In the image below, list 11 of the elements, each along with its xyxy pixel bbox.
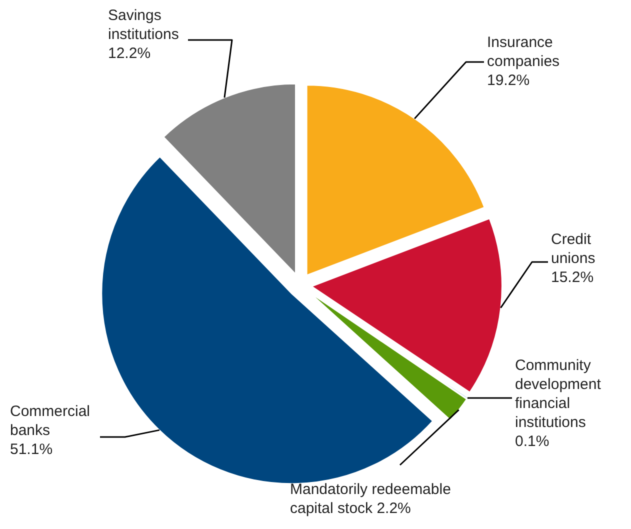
data-label: 19.2% <box>487 72 530 89</box>
slice-label: Community development financial institutions <box>515 357 602 431</box>
data-label: 51.1% <box>10 441 53 458</box>
slice-label: Savings institutions <box>108 7 179 43</box>
slice-label: Credit unions <box>551 231 596 267</box>
data-label: 0.1% <box>515 433 550 450</box>
data-label: 15.2% <box>551 269 594 286</box>
slice-label: Mandatorily redeemable capital stock 2.2% <box>290 481 451 517</box>
data-label: 12.2% <box>108 45 151 62</box>
slice-label: Commercial banks <box>10 403 90 439</box>
slice-label: Insurance companies <box>487 34 560 70</box>
